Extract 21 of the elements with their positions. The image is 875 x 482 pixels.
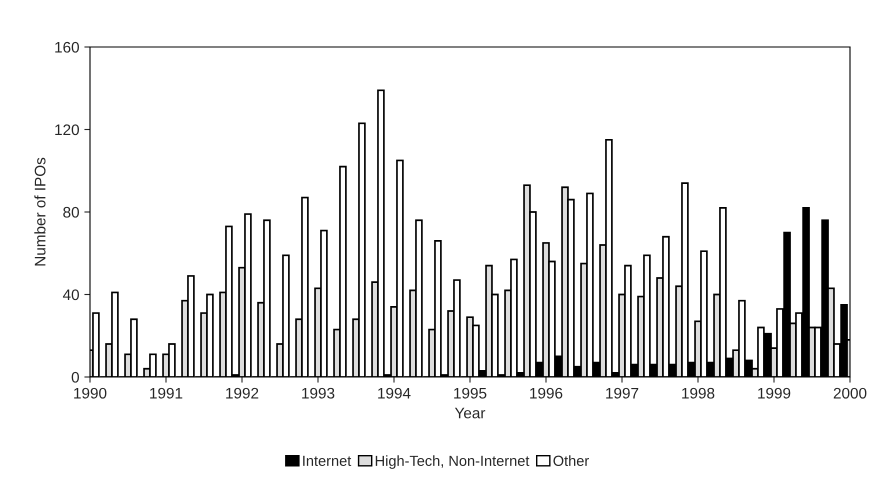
x-tick-label: 1992: [226, 388, 258, 399]
y-tick-label: 120: [55, 124, 79, 136]
x-tick-label: 1997: [606, 388, 638, 399]
x-tick-label: 1993: [302, 388, 334, 399]
x-tick-label: 1994: [378, 388, 411, 399]
x-tick-label: 1991: [150, 388, 182, 399]
y-axis-title: Number of IPOs: [34, 158, 46, 266]
y-tick-label: 80: [63, 206, 79, 218]
y-tick-label: 160: [55, 42, 79, 53]
x-tick-label: 1996: [530, 388, 562, 399]
x-tick-label: 2000: [834, 388, 866, 399]
y-tick-label: 40: [62, 289, 79, 300]
x-tick-label: 1999: [758, 388, 790, 399]
legend-label: High-Tech, Non-Internet: [376, 455, 530, 469]
x-tick-label: 1990: [74, 388, 106, 399]
x-axis-title: Year: [454, 408, 486, 418]
x-tick-label: 1998: [682, 388, 714, 399]
y-tick-label: 0: [72, 372, 79, 383]
x-tick-label: 1995: [454, 388, 486, 399]
legend-label: Other: [553, 455, 589, 466]
legend-label: Internet: [303, 456, 352, 466]
